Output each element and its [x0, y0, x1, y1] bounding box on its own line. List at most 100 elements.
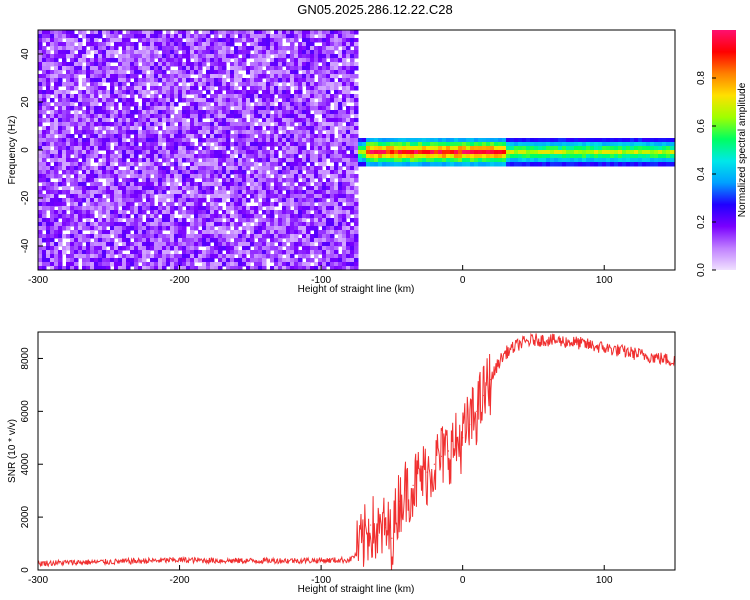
- spectrogram-cell: [294, 210, 299, 215]
- spectrogram-cell: [278, 182, 283, 187]
- spectrogram-cell: [198, 214, 203, 219]
- spectrogram-cell: [194, 198, 199, 203]
- spectrogram-cell: [114, 214, 119, 219]
- spectrogram-cell: [174, 234, 179, 239]
- spectrogram-cell: [86, 186, 91, 191]
- spectrogram-cell: [138, 122, 143, 127]
- spectrogram-cell: [306, 226, 311, 231]
- spectrogram-cell: [90, 262, 95, 267]
- spectrogram-cell: [66, 166, 71, 171]
- spectrogram-cell: [146, 50, 151, 55]
- spectrogram-cell: [586, 150, 591, 155]
- spectrogram-cell: [218, 106, 223, 111]
- spectrogram-cell: [326, 78, 331, 83]
- spectrogram-cell: [330, 66, 335, 71]
- spectrogram-cell: [242, 238, 247, 243]
- spectrogram-cell: [254, 74, 259, 79]
- spectrogram-cell: [290, 30, 295, 35]
- spectrogram-cell: [242, 42, 247, 47]
- spectrogram-cell: [106, 126, 111, 131]
- spectrogram-cell: [134, 86, 139, 91]
- spectrogram-cell: [558, 158, 563, 163]
- spectrogram-cell: [86, 86, 91, 91]
- spectrogram-cell: [78, 202, 83, 207]
- spectrogram-cell: [258, 70, 263, 75]
- spectrogram-cell: [318, 154, 323, 159]
- spectrogram-cell: [330, 202, 335, 207]
- spectrogram-cell: [254, 54, 259, 59]
- spectrogram-cell: [310, 226, 315, 231]
- spectrogram-cell: [262, 262, 267, 267]
- spectrogram-cell: [266, 42, 271, 47]
- spectrogram-cell: [282, 58, 287, 63]
- spectrogram-cell: [258, 254, 263, 259]
- spectrogram-cell: [258, 190, 263, 195]
- spectrogram-cell: [174, 230, 179, 235]
- spectrogram-cell: [226, 154, 231, 159]
- spectrogram-cell: [66, 106, 71, 111]
- spectrogram-cell: [110, 262, 115, 267]
- spectrogram-cell: [162, 46, 167, 51]
- spectrogram-cell: [118, 174, 123, 179]
- spectrogram-cell: [94, 34, 99, 39]
- spectrogram-cell: [130, 170, 135, 175]
- spectrogram-cell: [322, 210, 327, 215]
- spectrogram-cell: [146, 38, 151, 43]
- spectrogram-cell: [86, 122, 91, 127]
- spectrogram-cell: [310, 186, 315, 191]
- spectrogram-cell: [146, 142, 151, 147]
- spectrogram-cell: [46, 142, 51, 147]
- spectrogram-cell: [350, 194, 355, 199]
- spectrogram-cell: [98, 66, 103, 71]
- spectrogram-cell: [54, 74, 59, 79]
- spectrogram-cell: [626, 158, 631, 163]
- spectrogram-cell: [38, 110, 43, 115]
- spectrogram-cell: [278, 50, 283, 55]
- spectrogram-cell: [246, 46, 251, 51]
- spectrogram-cell: [278, 142, 283, 147]
- spectrogram-cell: [334, 254, 339, 259]
- spectrogram-cell: [98, 234, 103, 239]
- spectrogram-cell: [226, 266, 231, 270]
- spectrogram-cell: [158, 58, 163, 63]
- spectrogram-cell: [242, 78, 247, 83]
- snr-point: [362, 540, 365, 542]
- spectrogram-cell: [222, 146, 227, 151]
- spectrogram-cell: [50, 38, 55, 43]
- spectrogram-cell: [230, 202, 235, 207]
- spectrogram-cell: [298, 58, 303, 63]
- spectrogram-cell: [58, 174, 63, 179]
- spectrogram-cell: [90, 34, 95, 39]
- spectrogram-cell: [206, 158, 211, 163]
- spectrogram-cell: [398, 158, 403, 163]
- spectrogram-cell: [158, 74, 163, 79]
- spectrogram-cell: [90, 126, 95, 131]
- spectrogram-cell: [66, 126, 71, 131]
- spectrogram-cell: [154, 186, 159, 191]
- spectrogram-cell: [154, 82, 159, 87]
- spectrogram-cell: [222, 214, 227, 219]
- spectrogram-cell: [242, 118, 247, 123]
- spectrogram-cell: [158, 54, 163, 59]
- spectrogram-cell: [230, 38, 235, 43]
- spectrogram-cell: [46, 62, 51, 67]
- spectrogram-cell: [338, 138, 343, 143]
- spectrogram-cell: [670, 154, 675, 159]
- spectrogram-cell: [326, 182, 331, 187]
- spectrogram-cell: [350, 66, 355, 71]
- spectrogram-cell: [102, 142, 107, 147]
- spectrogram-cell: [662, 146, 667, 151]
- spectrogram-cell: [286, 110, 291, 115]
- spectrogram-cell: [230, 194, 235, 199]
- spectrogram-cell: [166, 162, 171, 167]
- spectrogram-cell: [66, 154, 71, 159]
- spectrogram-cell: [74, 206, 79, 211]
- spectrogram-cell: [54, 250, 59, 255]
- spectrogram-cell: [302, 262, 307, 267]
- spectrogram-cell: [86, 226, 91, 231]
- spectrogram-cell: [66, 206, 71, 211]
- spectrogram-cell: [86, 178, 91, 183]
- spectrogram-cell: [290, 254, 295, 259]
- spectrogram-cell: [102, 54, 107, 59]
- spectrogram-cell: [66, 38, 71, 43]
